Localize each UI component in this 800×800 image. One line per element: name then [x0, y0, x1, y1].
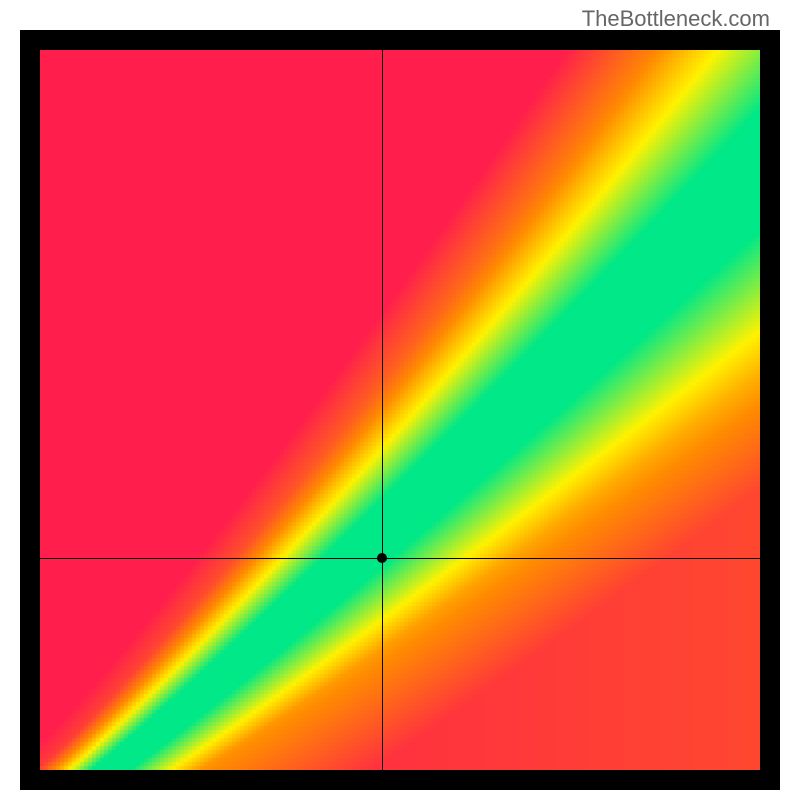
plot-area — [40, 50, 760, 770]
crosshair-marker — [377, 553, 387, 563]
crosshair-vertical — [382, 50, 383, 770]
crosshair-horizontal — [40, 558, 760, 559]
plot-border — [20, 30, 780, 790]
watermark-text: TheBottleneck.com — [582, 6, 770, 32]
heatmap-canvas — [40, 50, 760, 770]
chart-container: TheBottleneck.com — [0, 0, 800, 800]
